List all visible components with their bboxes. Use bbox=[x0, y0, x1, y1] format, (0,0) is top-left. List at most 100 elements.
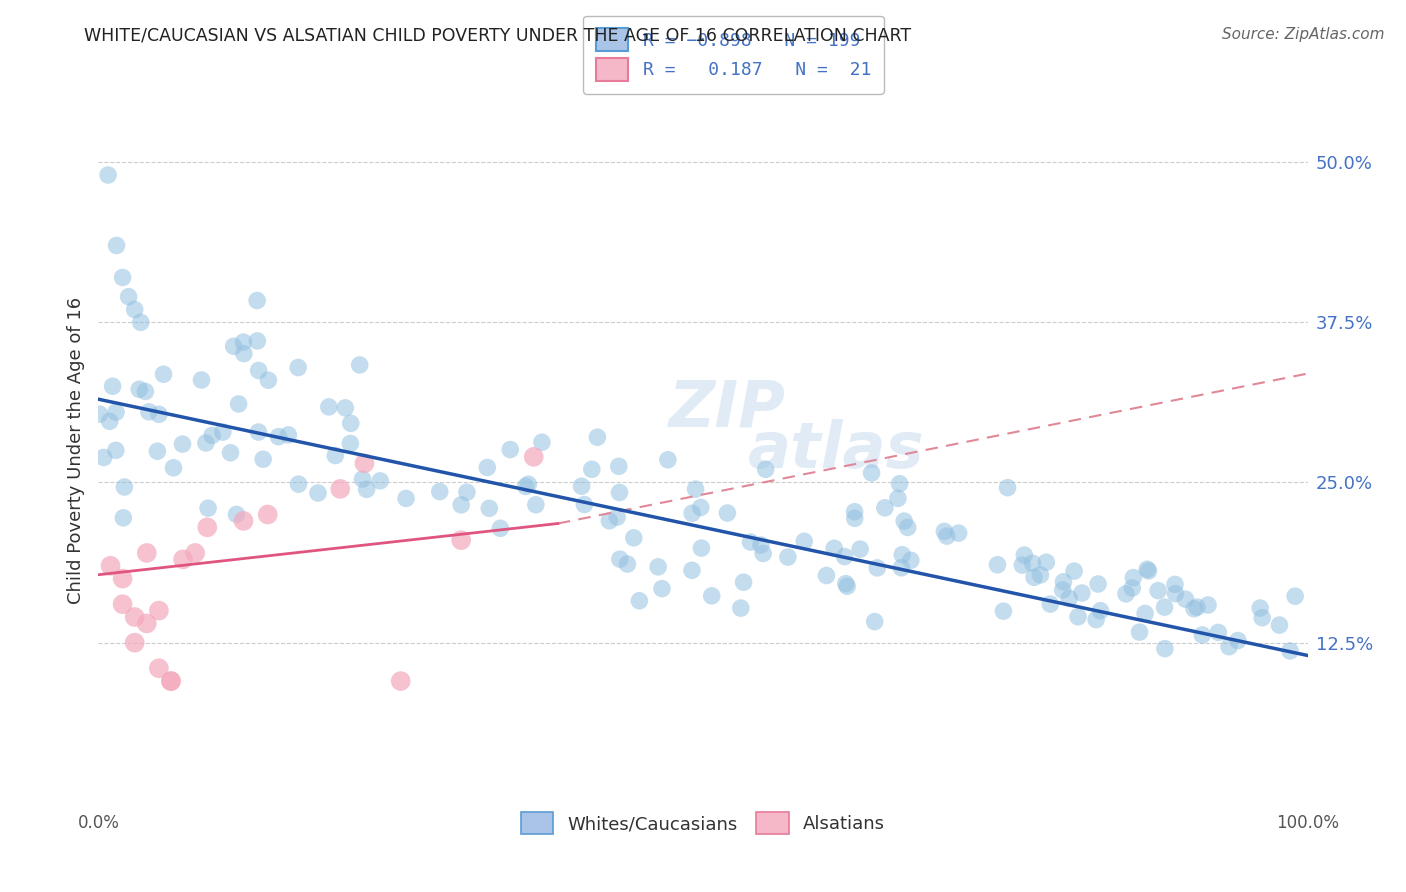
Point bbox=[1164, 586, 1187, 600]
Point bbox=[232, 335, 254, 350]
Point bbox=[389, 674, 412, 689]
Point bbox=[837, 579, 859, 593]
Point bbox=[689, 500, 711, 515]
Point bbox=[1057, 591, 1080, 606]
Text: WHITE/CAUCASIAN VS ALSATIAN CHILD POVERTY UNDER THE AGE OF 16 CORRELATION CHART: WHITE/CAUCASIAN VS ALSATIAN CHILD POVERT… bbox=[84, 27, 911, 45]
Point bbox=[623, 531, 645, 545]
Point bbox=[1164, 577, 1187, 591]
Point bbox=[318, 400, 340, 414]
Point bbox=[257, 373, 280, 387]
Point bbox=[247, 425, 270, 439]
Point bbox=[893, 514, 915, 528]
Point bbox=[267, 430, 290, 444]
Point bbox=[395, 491, 418, 506]
Point bbox=[524, 498, 547, 512]
Text: atlas: atlas bbox=[748, 419, 924, 482]
Point bbox=[89, 407, 111, 421]
Point bbox=[1268, 618, 1291, 632]
Point bbox=[323, 449, 346, 463]
Point bbox=[1251, 610, 1274, 624]
Point bbox=[97, 168, 120, 182]
Point bbox=[1136, 562, 1159, 576]
Point bbox=[112, 480, 135, 494]
Point bbox=[456, 485, 478, 500]
Point bbox=[681, 506, 703, 520]
Point bbox=[101, 379, 124, 393]
Point bbox=[993, 604, 1015, 618]
Point bbox=[1052, 582, 1074, 597]
Point bbox=[232, 514, 254, 528]
Point bbox=[1021, 556, 1043, 570]
Point bbox=[1087, 577, 1109, 591]
Point bbox=[1085, 613, 1108, 627]
Point bbox=[860, 466, 883, 480]
Point bbox=[222, 339, 245, 353]
Text: Source: ZipAtlas.com: Source: ZipAtlas.com bbox=[1222, 27, 1385, 42]
Point bbox=[105, 405, 128, 419]
Point bbox=[1039, 597, 1062, 611]
Point bbox=[606, 510, 628, 524]
Point bbox=[897, 520, 920, 534]
Point bbox=[489, 521, 512, 535]
Legend: Whites/Caucasians, Alsatians: Whites/Caucasians, Alsatians bbox=[512, 803, 894, 843]
Point bbox=[256, 508, 278, 522]
Point bbox=[201, 428, 224, 442]
Point bbox=[873, 500, 896, 515]
Point bbox=[211, 425, 233, 439]
Point bbox=[339, 417, 361, 431]
Point bbox=[172, 437, 194, 451]
Point bbox=[195, 520, 218, 534]
Point bbox=[730, 601, 752, 615]
Point bbox=[118, 290, 141, 304]
Point bbox=[523, 450, 546, 464]
Y-axis label: Child Poverty Under the Age of 16: Child Poverty Under the Age of 16 bbox=[66, 297, 84, 604]
Point bbox=[450, 498, 472, 512]
Point bbox=[733, 575, 755, 590]
Point bbox=[148, 407, 170, 421]
Point bbox=[124, 635, 146, 649]
Point bbox=[190, 373, 212, 387]
Point bbox=[112, 511, 135, 525]
Point bbox=[863, 615, 886, 629]
Point bbox=[138, 405, 160, 419]
Point bbox=[148, 604, 170, 618]
Point bbox=[100, 558, 122, 573]
Point bbox=[823, 541, 845, 556]
Point bbox=[135, 616, 157, 631]
Point bbox=[1284, 589, 1306, 603]
Point bbox=[477, 460, 499, 475]
Point bbox=[574, 498, 596, 512]
Point bbox=[1035, 555, 1057, 569]
Point bbox=[690, 541, 713, 555]
Point bbox=[247, 363, 270, 377]
Point bbox=[356, 483, 378, 497]
Point bbox=[162, 460, 184, 475]
Point bbox=[111, 572, 134, 586]
Point bbox=[1226, 633, 1249, 648]
Point bbox=[124, 302, 146, 317]
Point bbox=[571, 479, 593, 493]
Point bbox=[1185, 600, 1208, 615]
Point bbox=[1154, 641, 1177, 656]
Point bbox=[681, 563, 703, 577]
Point bbox=[657, 452, 679, 467]
Point bbox=[609, 552, 631, 566]
Point bbox=[887, 491, 910, 506]
Point bbox=[849, 542, 872, 557]
Point bbox=[160, 674, 183, 689]
Point bbox=[1174, 592, 1197, 607]
Point bbox=[1022, 570, 1045, 584]
Point bbox=[111, 270, 134, 285]
Point bbox=[515, 479, 537, 493]
Point bbox=[1122, 571, 1144, 585]
Point bbox=[352, 472, 374, 486]
Point bbox=[900, 553, 922, 567]
Point bbox=[1191, 628, 1213, 642]
Point bbox=[1067, 609, 1090, 624]
Point bbox=[287, 360, 309, 375]
Point bbox=[793, 534, 815, 549]
Point bbox=[252, 452, 274, 467]
Point bbox=[844, 505, 866, 519]
Point bbox=[997, 481, 1019, 495]
Point bbox=[755, 462, 778, 476]
